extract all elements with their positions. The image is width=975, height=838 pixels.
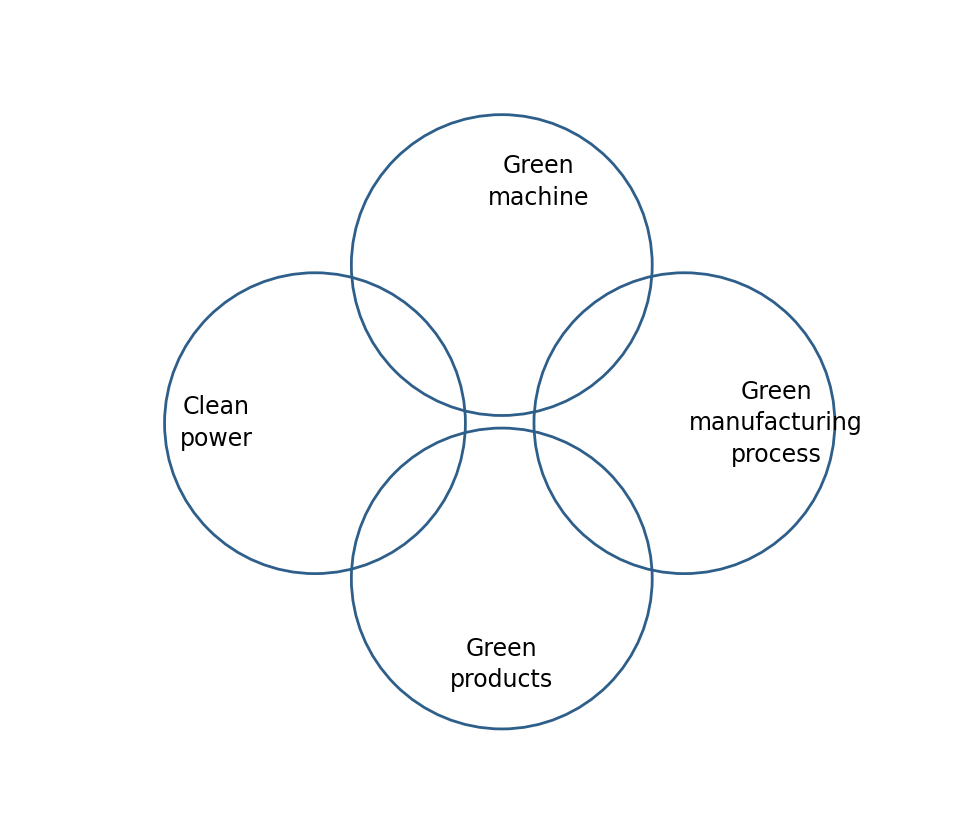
Text: Green
products: Green products xyxy=(450,637,554,692)
Text: Green
manufacturing
process: Green manufacturing process xyxy=(689,380,863,467)
Text: Clean
power: Clean power xyxy=(179,396,253,451)
Text: Green
machine: Green machine xyxy=(488,154,589,210)
